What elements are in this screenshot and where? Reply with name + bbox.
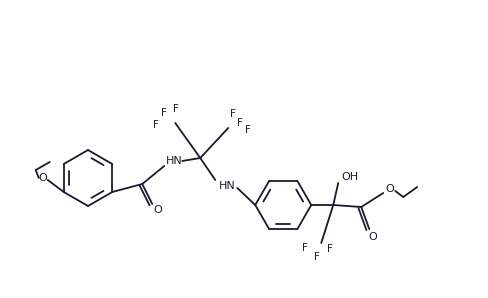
Text: HN: HN bbox=[219, 181, 235, 191]
Text: O: O bbox=[385, 184, 394, 194]
Text: F: F bbox=[245, 125, 251, 135]
Text: F: F bbox=[314, 252, 320, 262]
Text: F: F bbox=[237, 118, 243, 128]
Text: F: F bbox=[161, 108, 167, 118]
Text: F: F bbox=[326, 244, 332, 254]
Text: HN: HN bbox=[165, 156, 182, 166]
Text: OH: OH bbox=[341, 172, 358, 182]
Text: O: O bbox=[368, 232, 377, 242]
Text: O: O bbox=[38, 173, 47, 183]
Text: F: F bbox=[230, 109, 236, 119]
Text: F: F bbox=[153, 120, 159, 130]
Text: O: O bbox=[154, 205, 163, 215]
Text: F: F bbox=[302, 243, 307, 253]
Text: F: F bbox=[173, 104, 179, 114]
